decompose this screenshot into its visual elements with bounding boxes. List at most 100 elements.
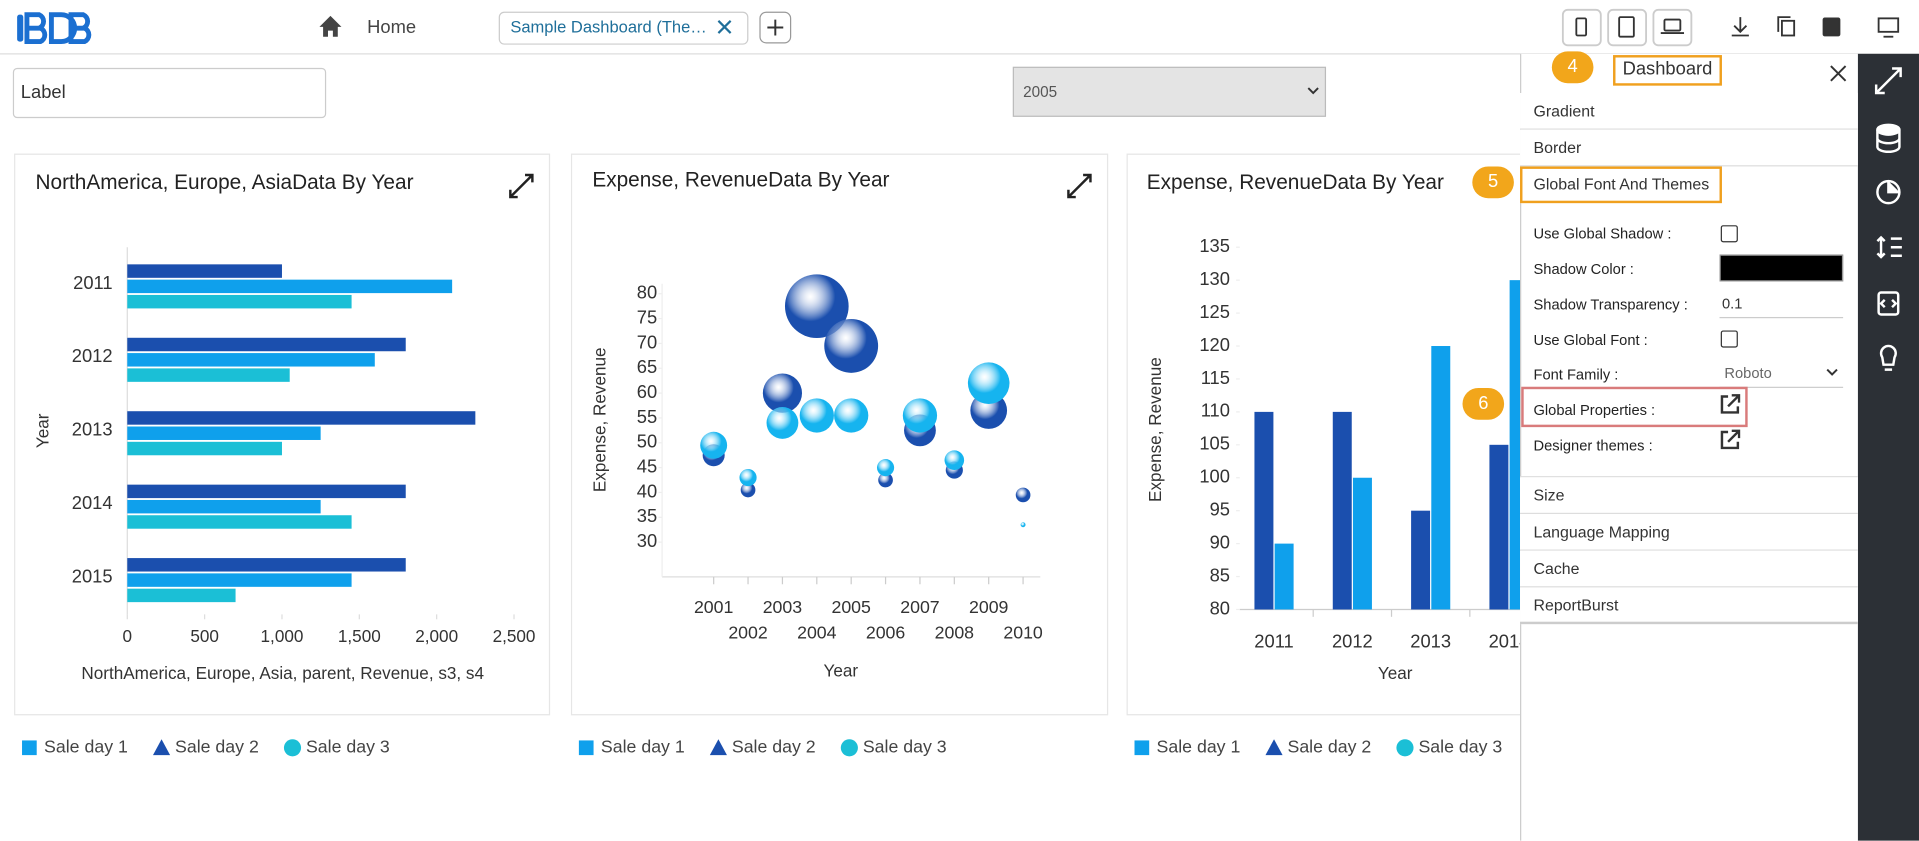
- bar: [127, 573, 352, 587]
- bubble: [878, 472, 893, 488]
- bar: [127, 484, 406, 499]
- label-input[interactable]: [12, 67, 327, 119]
- y-tick-label: 95: [1210, 499, 1230, 520]
- section-row[interactable]: Cache: [1520, 550, 1858, 588]
- section-row[interactable]: Language Mapping: [1520, 514, 1858, 551]
- bar: [1489, 444, 1509, 610]
- y-tick-label: 2015: [72, 566, 113, 587]
- y-tick-label: 35: [637, 505, 657, 526]
- chart-title: Expense, RevenueData By Year: [1147, 171, 1444, 194]
- y-tick-label: 75: [637, 306, 657, 327]
- dropdown-arrow: [1826, 368, 1838, 376]
- bar: [127, 558, 406, 572]
- input-underline: [1719, 386, 1844, 388]
- input-underline: [1719, 316, 1844, 319]
- logo[interactable]: [17, 12, 92, 45]
- bubble: [739, 468, 757, 487]
- x-tick-label: 0: [123, 626, 133, 646]
- x-tick-label: 2011: [1254, 630, 1293, 651]
- x-tick-label: 500: [190, 626, 219, 646]
- x-tick-label: 2002: [728, 623, 767, 643]
- legend-marker: [840, 739, 858, 757]
- tab[interactable]: [498, 11, 749, 45]
- color-picker[interactable]: [1719, 254, 1844, 282]
- tab-close[interactable]: [717, 20, 732, 34]
- year-select-value[interactable]: 2005: [1023, 84, 1057, 101]
- bar: [1431, 346, 1451, 610]
- step-badge: 6: [1462, 387, 1505, 420]
- legend-label: Sale day 1: [601, 736, 685, 756]
- x-tick-label: 2005: [831, 597, 871, 617]
- field-value[interactable]: Roboto: [1724, 364, 1772, 382]
- home-icon[interactable]: [319, 15, 342, 37]
- field-label: Use Global Shadow :: [1533, 225, 1672, 243]
- y-tick-label: 90: [1210, 531, 1230, 552]
- y-tick-label: 100: [1199, 466, 1230, 487]
- bar: [1254, 411, 1274, 610]
- bubble: [700, 431, 728, 459]
- chart-card: [570, 153, 1109, 716]
- device-buttons[interactable]: [1561, 8, 1900, 47]
- field-label: Shadow Color :: [1533, 260, 1634, 278]
- open-icons[interactable]: [1718, 393, 1741, 452]
- y-tick-label: 85: [1210, 564, 1230, 585]
- x-tick-label: 2004: [797, 623, 837, 643]
- bar: [1352, 477, 1372, 610]
- x-tick-label: 2001: [694, 597, 733, 617]
- bubble: [740, 482, 756, 498]
- checkbox[interactable]: [1720, 225, 1738, 243]
- section-row-highlighted[interactable]: Global Font And Themes: [1520, 166, 1722, 204]
- legend-marker: [1265, 739, 1283, 756]
- legend-label: Sale day 3: [1418, 736, 1502, 756]
- field-label: Designer themes :: [1533, 436, 1653, 455]
- bar: [127, 279, 453, 294]
- legend-marker: [1396, 739, 1414, 757]
- section-row[interactable]: Size: [1520, 477, 1858, 515]
- field-value[interactable]: 0.1: [1721, 294, 1743, 313]
- y-tick-label: 120: [1199, 334, 1230, 355]
- bar: [127, 337, 406, 352]
- y-tick-label: 65: [637, 356, 657, 377]
- bar: [127, 411, 476, 425]
- y-tick-label: 2014: [72, 492, 113, 513]
- panel-close[interactable]: [1828, 64, 1848, 84]
- section-row[interactable]: Border: [1520, 129, 1858, 167]
- x-tick-label: 1,000: [261, 626, 304, 646]
- legend-label: Sale day 2: [175, 736, 259, 756]
- chart-title: NorthAmerica, Europe, AsiaData By Year: [35, 171, 413, 194]
- bar: [127, 499, 321, 514]
- label-input-text[interactable]: Label: [21, 81, 66, 102]
- y-tick-label: 60: [637, 381, 657, 402]
- expand-icons[interactable]: [509, 173, 1092, 199]
- section-row[interactable]: Gradient: [1520, 93, 1858, 130]
- y-tick-label: 40: [637, 480, 657, 501]
- tab-title[interactable]: Sample Dashboard (The…: [510, 18, 706, 37]
- y-axis-title: Expense, Revenue: [589, 347, 609, 492]
- home-link[interactable]: Home: [367, 16, 416, 37]
- x-tick-label: 2010: [1003, 623, 1043, 643]
- y-tick-label: 110: [1201, 400, 1230, 421]
- y-tick-label: 2013: [72, 419, 113, 440]
- legend-marker: [578, 740, 594, 756]
- panel-title: Dashboard: [1613, 55, 1722, 86]
- y-tick-label: 2011: [73, 272, 112, 293]
- field-label: Font Family :: [1533, 365, 1619, 384]
- bubble: [876, 459, 895, 477]
- checkbox[interactable]: [1720, 330, 1738, 348]
- x-tick-label: 2008: [935, 623, 975, 643]
- select-arrow: [1307, 87, 1319, 95]
- y-tick-label: 30: [637, 530, 657, 551]
- bubble: [784, 274, 849, 338]
- section-row[interactable]: ReportBurst: [1520, 587, 1858, 625]
- year-select[interactable]: [1012, 66, 1327, 117]
- side-toolbar-icons[interactable]: [1874, 67, 1902, 371]
- x-tick-label: 2,500: [493, 626, 536, 646]
- bubble: [944, 450, 965, 470]
- bar: [127, 515, 352, 529]
- chart-card: [1126, 153, 1532, 716]
- bar: [127, 264, 282, 278]
- x-tick-label: 2007: [900, 597, 939, 617]
- bar: [127, 294, 352, 309]
- y-tick-label: 80: [1210, 597, 1230, 618]
- y-tick-label: 70: [637, 331, 657, 352]
